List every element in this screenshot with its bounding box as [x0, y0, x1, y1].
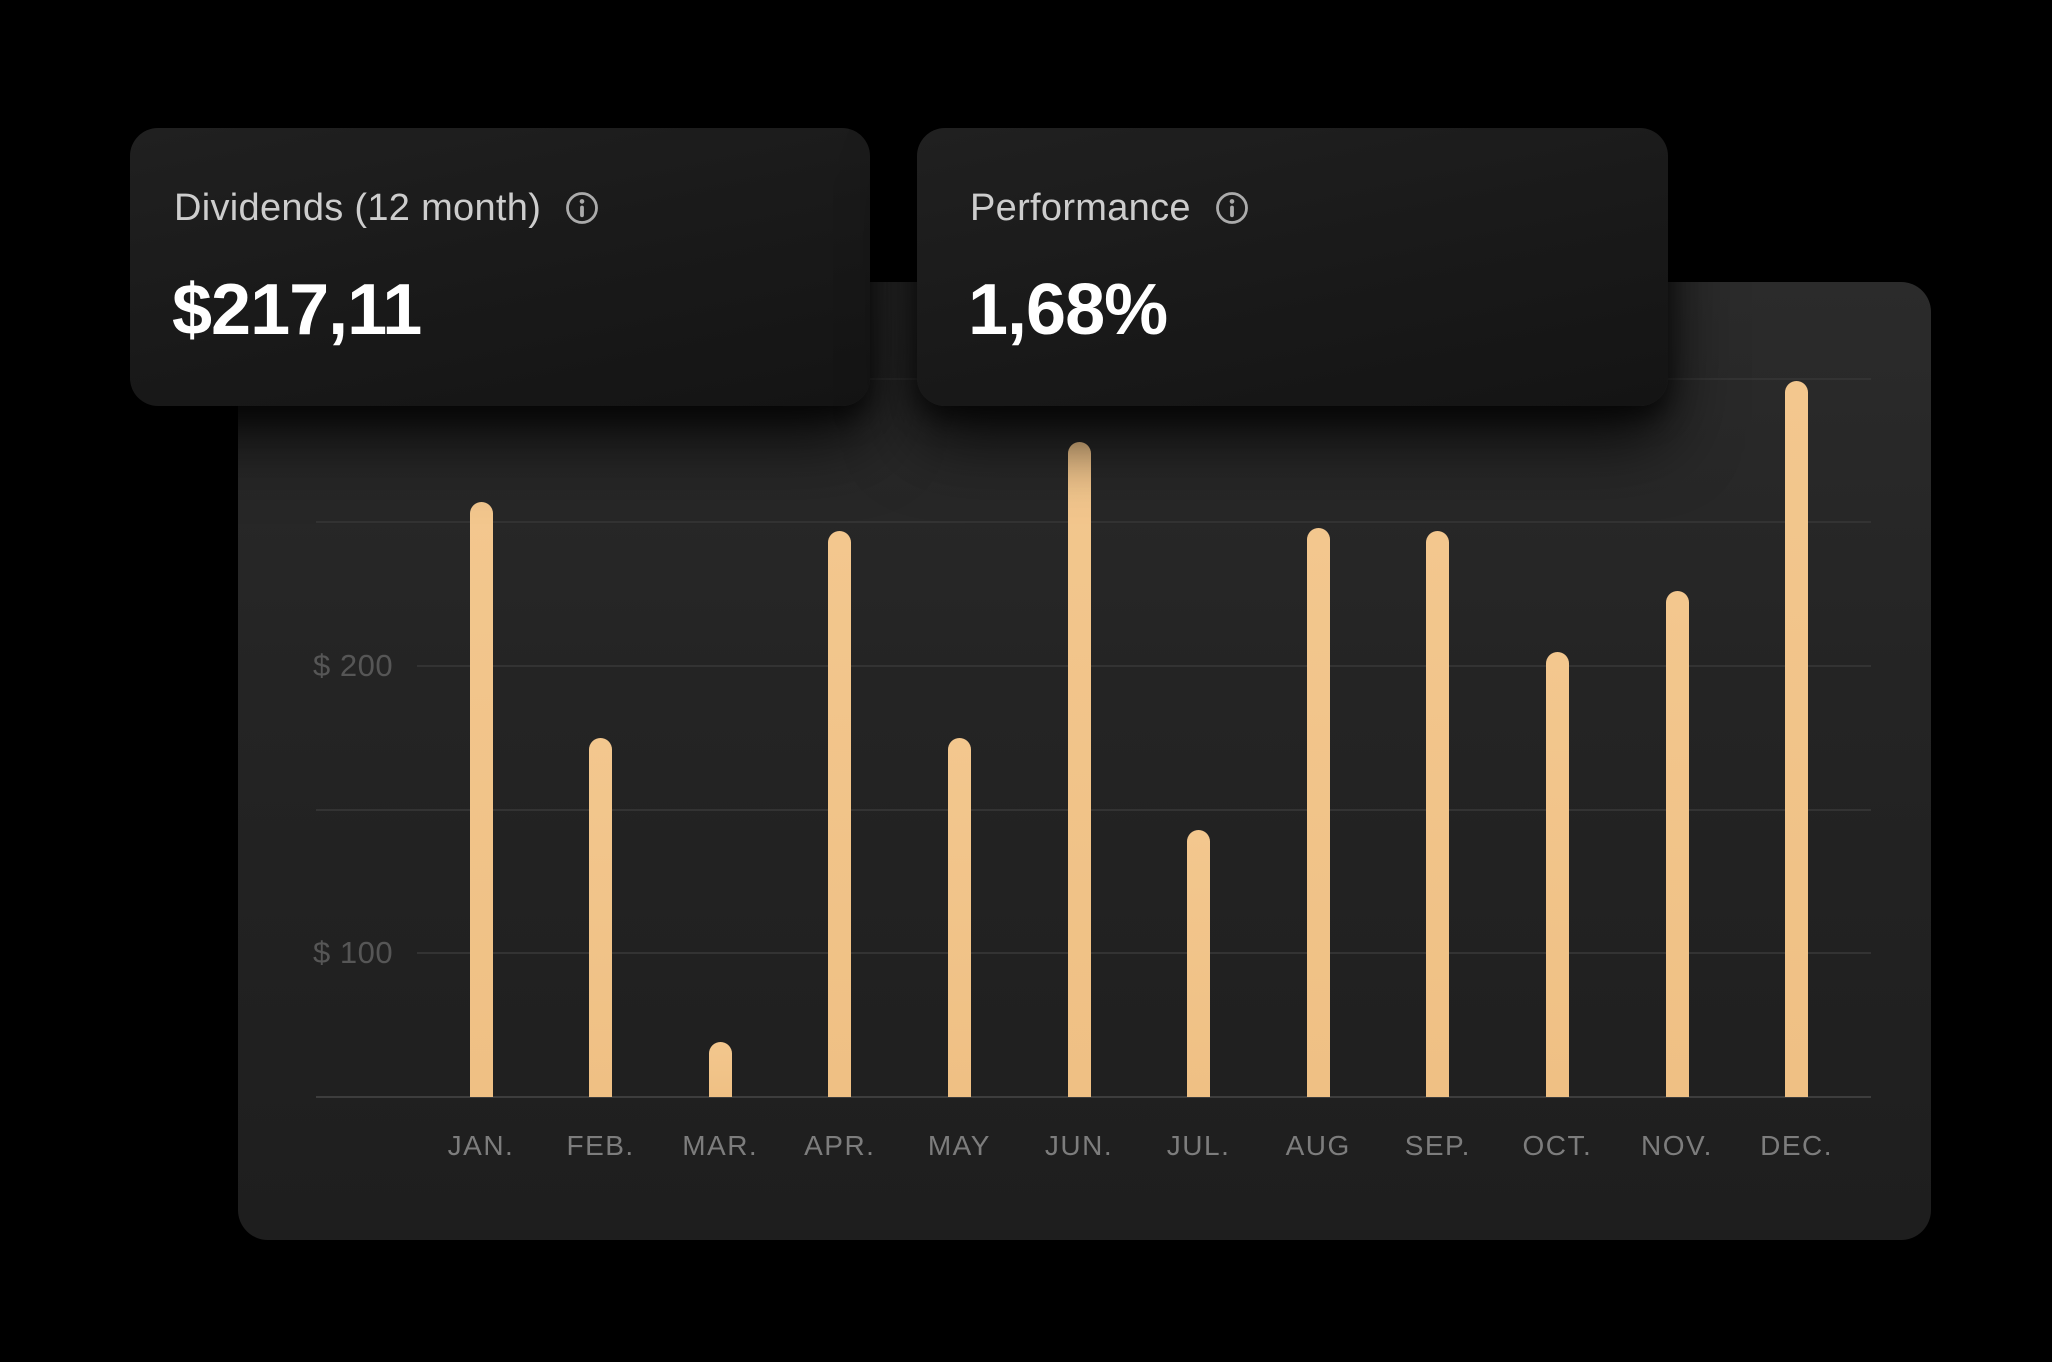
month-label-mar: MAR. — [682, 1130, 759, 1161]
dividends-value: $217,11 — [172, 270, 422, 350]
dividends-chart-panel: $ 100 $ 200 JAN. FEB. MAR. APR. MAY JUN. JUL. AUG… — [238, 282, 1931, 1240]
dividends-card-header: Dividends (12 month) — [174, 184, 599, 232]
month-label-feb: FEB. — [566, 1130, 635, 1161]
month-label-jun: JUN. — [1044, 1130, 1114, 1161]
y-tick-label-200: $ 200 — [313, 647, 394, 683]
month-label-nov: NOV. — [1641, 1130, 1713, 1161]
month-label-oct: OCT. — [1522, 1130, 1593, 1161]
month-label-aug: AUG — [1285, 1130, 1351, 1161]
month-label-jan: JAN. — [447, 1130, 515, 1161]
performance-card: Performance 1,68% — [917, 128, 1668, 406]
y-tick-label-100: $ 100 — [313, 935, 394, 971]
info-icon[interactable] — [565, 191, 599, 225]
info-icon[interactable] — [1215, 191, 1249, 225]
grid-line-200 — [417, 664, 1871, 667]
performance-value: 1,68% — [968, 270, 1168, 350]
bar-aug[interactable] — [1306, 528, 1330, 1097]
month-label-dec: DEC. — [1760, 1130, 1834, 1161]
bar-oct[interactable] — [1545, 652, 1569, 1097]
performance-card-header: Performance — [970, 184, 1249, 232]
performance-card-title: Performance — [970, 187, 1191, 229]
bar-apr[interactable] — [828, 531, 852, 1097]
bar-nov[interactable] — [1665, 591, 1689, 1097]
bar-dec[interactable] — [1785, 381, 1809, 1097]
month-label-jul: JUL. — [1166, 1130, 1231, 1161]
dividends-card-title: Dividends (12 month) — [174, 187, 542, 229]
grid-line-100 — [417, 952, 1871, 955]
bar-jul[interactable] — [1187, 830, 1211, 1097]
bar-may[interactable] — [947, 738, 971, 1097]
bar-feb[interactable] — [589, 738, 613, 1097]
bar-jun[interactable] — [1067, 442, 1091, 1097]
grid-line-150 — [316, 808, 1871, 811]
grid-line-250 — [316, 521, 1871, 524]
bar-jan[interactable] — [469, 502, 493, 1097]
bar-sep[interactable] — [1426, 531, 1450, 1097]
month-label-apr: APR. — [804, 1130, 876, 1161]
month-label-may: MAY — [927, 1130, 991, 1161]
dividends-card: Dividends (12 month) $217,11 — [130, 128, 870, 406]
bar-mar[interactable] — [708, 1042, 732, 1097]
x-axis-line — [316, 1096, 1871, 1098]
month-label-sep: SEP. — [1404, 1130, 1471, 1161]
